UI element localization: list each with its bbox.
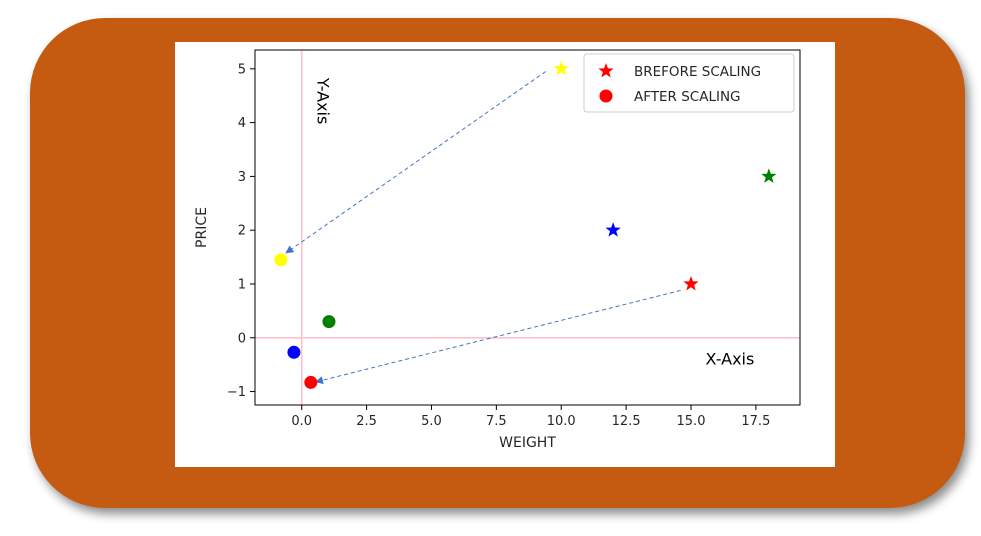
x-tick-label: 10.0 xyxy=(547,414,576,429)
circle-point xyxy=(274,253,288,267)
star-point xyxy=(683,275,699,291)
legend-label: AFTER SCALING xyxy=(634,89,741,105)
legend-circle-marker xyxy=(599,89,613,103)
star-point xyxy=(761,168,777,183)
x-tick-label: 17.5 xyxy=(741,414,770,429)
x-tick-label: 0.0 xyxy=(291,414,312,429)
y-tick-label: 3 xyxy=(238,170,246,185)
x-tick-label: 12.5 xyxy=(612,414,641,429)
circle-point xyxy=(322,315,336,329)
dashed-arrow xyxy=(285,71,546,254)
star-point xyxy=(553,60,569,76)
star-point xyxy=(605,222,621,237)
circle-point xyxy=(287,345,301,359)
y-tick-label: 4 xyxy=(238,116,246,131)
plot-frame xyxy=(254,49,801,406)
y-axis-label: PRICE xyxy=(194,207,210,248)
circle-point xyxy=(304,375,318,389)
legend-box xyxy=(583,53,795,113)
x-tick-label: 15.0 xyxy=(677,414,706,429)
y-tick-label: 1 xyxy=(238,277,246,292)
dashed-arrow xyxy=(315,289,681,385)
y-tick-label: 5 xyxy=(238,62,246,77)
annotation-y-axis: Y-Axis xyxy=(313,77,332,125)
y-tick-label: 0 xyxy=(238,331,246,346)
y-tick-label: 2 xyxy=(238,224,246,239)
annotation-x-axis: X-Axis xyxy=(706,350,755,369)
scatter-chart: 0.0 2.5 5.0 7.5 10.0 12.5 15.0 17.5 −1 0 1 2 3 4 5 WEIG… xyxy=(194,49,801,451)
x-tick-label: 7.5 xyxy=(486,414,507,429)
legend-star-marker xyxy=(598,63,614,78)
legend-label: BREFORE SCALING xyxy=(634,64,761,80)
chart-card: 0.0 2.5 5.0 7.5 10.0 12.5 15.0 17.5 −1 0 1 2 3 4 5 WEIG… xyxy=(175,42,835,467)
x-axis-label: WEIGHT xyxy=(499,435,556,451)
x-tick-label: 5.0 xyxy=(421,414,442,429)
y-tick-label: −1 xyxy=(227,385,246,400)
x-tick-label: 2.5 xyxy=(356,414,377,429)
